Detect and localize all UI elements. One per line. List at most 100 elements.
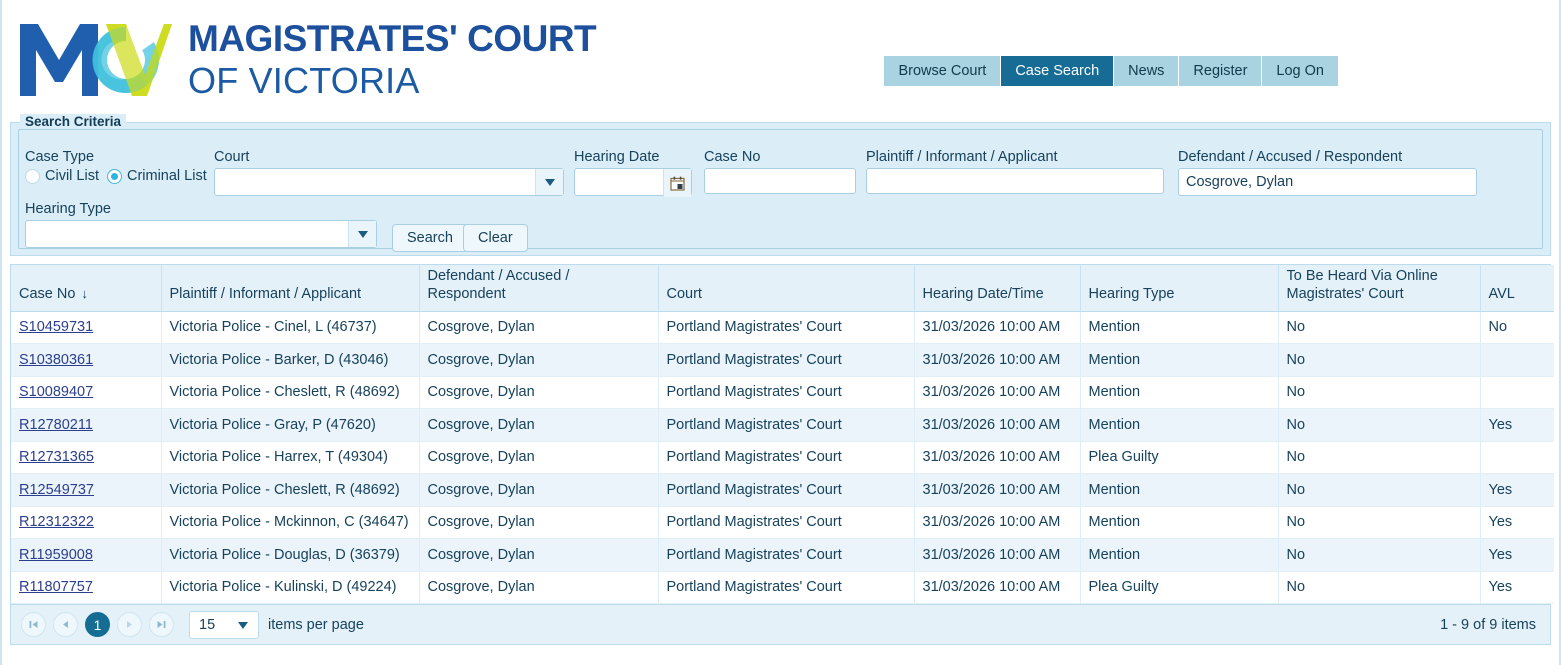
case-no-link[interactable]: S10089407 — [19, 384, 94, 401]
col-header-court[interactable]: Court — [658, 265, 915, 312]
site-title-line1: MAGISTRATES' COURT — [188, 17, 597, 59]
col-header-defendant[interactable]: Defendant / Accused / Respondent — [419, 265, 659, 312]
col-header-hearing-type[interactable]: Hearing Type — [1080, 265, 1279, 312]
case-no-link[interactable]: R12731365 — [19, 449, 94, 466]
table-row: R11807757 Victoria Police - Kulinski, D (… — [11, 571, 1554, 604]
hearing-type-select-arrow[interactable] — [348, 221, 376, 247]
first-page-icon — [29, 621, 38, 628]
court-select-arrow[interactable] — [535, 169, 563, 195]
calendar-glyph — [670, 176, 685, 191]
cell-plaintiff: Victoria Police - Harrex, T (49304) — [161, 441, 420, 474]
radio-criminal-list[interactable]: Criminal List — [106, 168, 207, 184]
page-size-value: 15 — [199, 616, 216, 633]
page-size-select[interactable]: 15 — [189, 610, 259, 639]
defendant-field: Defendant / Accused / Respondent — [1178, 149, 1477, 196]
page-size-label: items per page — [268, 616, 364, 633]
cell-court: Portland Magistrates' Court — [658, 473, 915, 507]
hearing-type-label: Hearing Type — [25, 201, 111, 217]
table-row: R12312322 Victoria Police - Mckinnon, C (… — [11, 506, 1554, 539]
cell-defendant: Cosgrove, Dylan — [419, 506, 659, 539]
cell-plaintiff: Victoria Police - Cheslett, R (48692) — [161, 376, 420, 409]
col-header-hearing-datetime[interactable]: Hearing Date/Time — [914, 265, 1081, 312]
case-no-link[interactable]: R11807757 — [19, 579, 93, 596]
item-range-label: 1 - 9 of 9 items — [1440, 616, 1536, 633]
col-header-case-no[interactable]: Case No ↓ — [11, 265, 162, 312]
search-criteria-legend: Search Criteria — [20, 114, 127, 129]
results-table: Case No ↓ Plaintiff / Informant / Applica… — [11, 265, 1554, 604]
cell-plaintiff: Victoria Police - Mckinnon, C (34647) — [161, 506, 420, 539]
col-header-avl[interactable]: AVL — [1480, 265, 1554, 312]
calendar-icon[interactable] — [663, 169, 691, 197]
case-no-link[interactable]: R11959008 — [19, 546, 93, 563]
cell-case-no[interactable]: R12312322 — [11, 506, 162, 539]
last-page-icon — [157, 621, 166, 628]
site-logo[interactable]: MAGISTRATES' COURT OF VICTORIA — [14, 17, 597, 100]
case-no-link[interactable]: S10380361 — [19, 351, 94, 368]
search-button[interactable]: Search — [392, 224, 468, 252]
table-row: S10380361 Victoria Police - Barker, D (43… — [11, 343, 1554, 377]
case-no-link[interactable]: R12312322 — [19, 514, 94, 531]
case-no-link[interactable]: S10459731 — [19, 319, 94, 336]
cell-avl — [1480, 343, 1554, 377]
cell-case-no[interactable]: R12780211 — [11, 408, 162, 442]
cell-hearing-datetime: 31/03/2026 10:00 AM — [914, 343, 1081, 377]
cell-hearing-type: Mention — [1080, 506, 1279, 539]
cell-case-no[interactable]: R11807757 — [11, 571, 162, 604]
cell-online-court: No — [1278, 376, 1481, 409]
hearing-type-select[interactable] — [25, 220, 377, 248]
cell-online-court: No — [1278, 343, 1481, 377]
col-header-online-court[interactable]: To Be Heard Via Online Magistrates' Cour… — [1278, 265, 1481, 312]
cell-case-no[interactable]: R11959008 — [11, 538, 162, 572]
cell-case-no[interactable]: R12731365 — [11, 441, 162, 474]
results-body: S10459731 Victoria Police - Cinel, L (467… — [11, 311, 1554, 604]
cell-hearing-type: Mention — [1080, 376, 1279, 409]
radio-criminal-list-dot — [106, 168, 122, 184]
cell-case-no[interactable]: S10380361 — [11, 343, 162, 377]
nav-item-browse-court[interactable]: Browse Court — [884, 56, 1002, 86]
table-row: R11959008 Victoria Police - Douglas, D (3… — [11, 538, 1554, 572]
cell-hearing-type: Mention — [1080, 343, 1279, 377]
clear-button[interactable]: Clear — [463, 224, 528, 252]
case-no-link[interactable]: R12549737 — [19, 481, 94, 498]
cell-hearing-type: Plea Guilty — [1080, 571, 1279, 604]
cell-avl: Yes — [1480, 538, 1554, 572]
cell-hearing-datetime: 31/03/2026 10:00 AM — [914, 408, 1081, 442]
defendant-input[interactable] — [1178, 168, 1477, 196]
nav-item-log-on[interactable]: Log On — [1262, 56, 1338, 86]
cell-avl: No — [1480, 311, 1554, 344]
radio-civil-list-label: Civil List — [45, 168, 99, 184]
pagination-bar: 1 15 items per page 1 - 9 of 9 items — [10, 605, 1551, 645]
cell-case-no[interactable]: R12549737 — [11, 473, 162, 507]
radio-civil-list[interactable]: Civil List — [25, 168, 99, 184]
cell-hearing-datetime: 31/03/2026 10:00 AM — [914, 473, 1081, 507]
cell-hearing-datetime: 31/03/2026 10:00 AM — [914, 538, 1081, 572]
last-page-button[interactable] — [149, 612, 174, 637]
hearing-date-input[interactable] — [575, 169, 661, 195]
cell-defendant: Cosgrove, Dylan — [419, 376, 659, 409]
prev-page-button[interactable] — [53, 612, 78, 637]
plaintiff-input[interactable] — [866, 168, 1164, 194]
cell-case-no[interactable]: S10089407 — [11, 376, 162, 409]
chevron-down-icon — [544, 178, 555, 186]
cell-online-court: No — [1278, 538, 1481, 572]
case-no-link[interactable]: R12780211 — [19, 416, 93, 433]
cell-case-no[interactable]: S10459731 — [11, 311, 162, 344]
next-page-button[interactable] — [117, 612, 142, 637]
first-page-button[interactable] — [21, 612, 46, 637]
radio-criminal-list-label: Criminal List — [126, 168, 207, 184]
cell-court: Portland Magistrates' Court — [658, 311, 915, 344]
case-no-input[interactable] — [704, 168, 856, 194]
sort-descending-icon: ↓ — [81, 286, 88, 302]
nav-item-news[interactable]: News — [1114, 56, 1180, 86]
nav-item-register[interactable]: Register — [1179, 56, 1263, 86]
page-number-1[interactable]: 1 — [85, 612, 110, 637]
cell-avl: Yes — [1480, 473, 1554, 507]
hearing-date-input-wrap[interactable] — [574, 168, 692, 197]
court-select[interactable] — [214, 168, 564, 196]
table-row: S10459731 Victoria Police - Cinel, L (467… — [11, 311, 1554, 344]
col-header-plaintiff[interactable]: Plaintiff / Informant / Applicant — [161, 265, 420, 312]
nav-item-case-search[interactable]: Case Search — [1001, 56, 1115, 86]
defendant-label: Defendant / Accused / Respondent — [1178, 149, 1403, 165]
court-label: Court — [214, 149, 250, 165]
